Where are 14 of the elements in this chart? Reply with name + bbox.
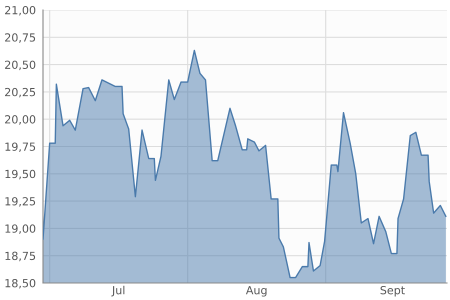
y-tick-label: 19,75 [5,142,36,152]
y-tick-label: 18,75 [5,252,36,262]
y-tick-label: 20,25 [5,88,36,98]
x-tick-label: Aug [246,286,267,297]
y-tick-label: 19,00 [5,224,36,234]
x-tick-label: Jul [111,286,124,296]
y-tick-label: 19,50 [5,170,36,180]
y-tick-label: 18,50 [5,278,36,289]
y-tick-label: 21,00 [5,6,36,16]
y-tick-label: 19,25 [5,197,36,207]
y-tick-label: 20,50 [5,60,36,70]
y-tick-label: 20,75 [5,33,36,43]
y-tick-label: 20,00 [5,115,36,125]
x-tick-label: Sept [380,286,405,297]
